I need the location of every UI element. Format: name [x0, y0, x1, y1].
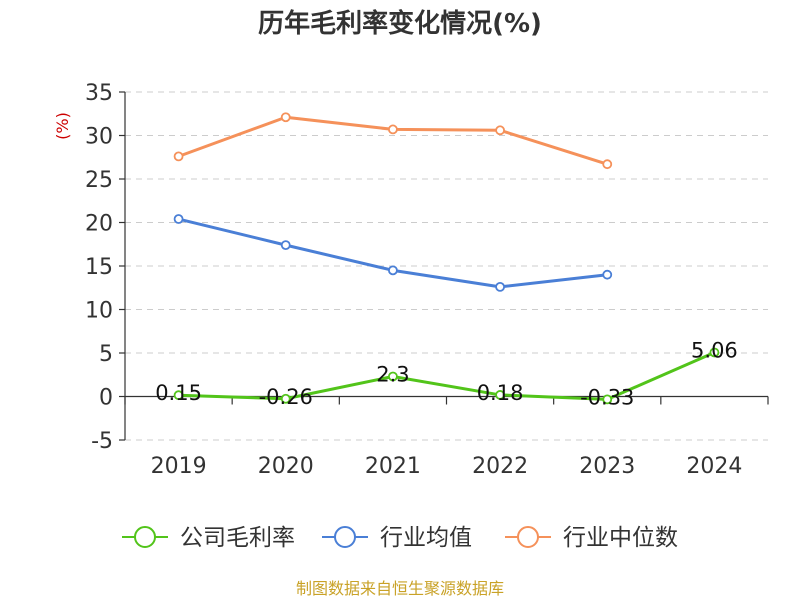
x-tick-label: 2023: [579, 454, 635, 479]
y-tick-label: -5: [91, 429, 113, 454]
data-source: 制图数据来自恒生聚源数据库: [296, 579, 504, 598]
data-point: [280, 112, 291, 123]
legend-label: 公司毛利率: [180, 525, 295, 551]
y-tick-label: 0: [99, 386, 113, 411]
data-point: [709, 347, 720, 358]
y-tick-label: 30: [85, 125, 113, 150]
y-tick-label: 10: [85, 299, 113, 324]
data-point: [280, 240, 291, 251]
series-group: [173, 112, 720, 405]
series-line: [178, 217, 608, 289]
x-tick-labels: 2019 2020 2021 2022 2023 2024: [151, 454, 743, 479]
data-point: [388, 124, 398, 135]
data-label: 0.18: [477, 381, 524, 405]
legend-marker: [517, 526, 539, 548]
y-tick-label: 25: [85, 168, 113, 193]
y-tick-label: 20: [85, 212, 113, 237]
data-label: -0.33: [580, 385, 634, 409]
data-point: [388, 371, 398, 382]
x-tick-label: 2019: [151, 454, 207, 479]
y-tick-labels: 35 30 25 20 15 10 5 0 -5: [85, 81, 113, 454]
series-line: [178, 115, 608, 166]
x-tick-label: 2021: [365, 454, 421, 479]
gridlines: [125, 91, 768, 441]
legend-label: 行业中位数: [563, 525, 678, 551]
data-label: 2.3: [376, 362, 409, 386]
y-tick-label: 35: [85, 81, 113, 106]
y-tick-label: 15: [85, 255, 113, 280]
data-point: [173, 390, 184, 401]
legend-marker: [134, 526, 156, 548]
series-line: [178, 351, 716, 401]
data-point: [495, 281, 505, 292]
data-label: -0.26: [259, 385, 313, 409]
legend-marker: [334, 526, 356, 548]
data-label: 0.15: [155, 381, 202, 405]
x-tick-label: 2020: [258, 454, 314, 479]
data-point: [388, 265, 398, 276]
data-point: [602, 269, 613, 280]
chart-title: 历年毛利率变化情况(%): [258, 8, 542, 39]
data-label: 5.06: [691, 338, 738, 362]
data-point: [173, 151, 184, 162]
x-tick-label: 2024: [686, 454, 742, 479]
y-axis-unit: (%): [53, 112, 72, 140]
x-tick-label: 2022: [472, 454, 528, 479]
legend-label: 行业均值: [380, 525, 472, 551]
data-point: [602, 159, 613, 170]
data-point: [280, 393, 291, 404]
legend: 公司毛利率 行业均值 行业中位数: [122, 525, 678, 551]
data-point: [495, 125, 505, 136]
data-point: [173, 214, 184, 224]
y-tick-label: 5: [99, 342, 113, 367]
data-point: [602, 394, 613, 405]
data-labels: 0.15 -0.26 2.3 0.18 -0.33 5.06: [155, 338, 738, 409]
data-point: [495, 390, 505, 400]
